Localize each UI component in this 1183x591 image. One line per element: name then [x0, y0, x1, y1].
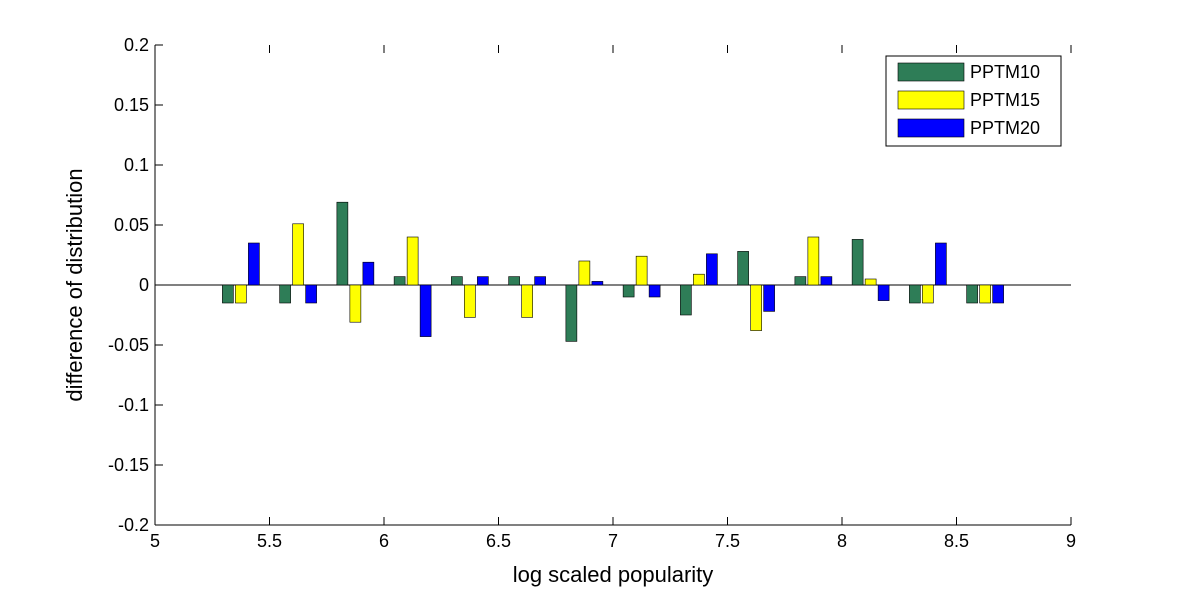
bar-pptm10: [279, 284, 291, 304]
bar-pptm10: [851, 239, 864, 286]
x-tick-label: 7.5: [715, 531, 740, 551]
bar-pptm15: [693, 273, 705, 286]
bar-pptm15: [750, 284, 762, 331]
bar-pptm10: [393, 276, 406, 286]
bar-pptm15: [292, 223, 304, 286]
x-tick-label: 6: [379, 531, 389, 551]
legend-swatch-pptm20: [897, 118, 965, 138]
legend-swatch-pptm15: [897, 90, 965, 110]
bar-pptm15: [521, 284, 533, 318]
bar-pptm15: [578, 260, 591, 286]
bar-pptm20: [362, 261, 375, 286]
y-tick-label: -0.15: [108, 455, 149, 475]
bar-pptm20: [763, 284, 775, 312]
bar-pptm20: [935, 242, 947, 286]
y-tick-label: 0.1: [124, 155, 149, 175]
bar-pptm10: [966, 284, 978, 304]
bar-pptm20: [305, 284, 317, 304]
legend-label-pptm20: PPTM20: [970, 118, 1040, 138]
x-ticks: 5 5.5 6 6.5 7 7.5 8 8.5 9: [150, 45, 1076, 551]
y-tick-label: 0: [139, 275, 149, 295]
bar-pptm10: [451, 276, 463, 286]
y-tick-label: -0.1: [118, 395, 149, 415]
y-ticks: -0.2 -0.15 -0.1 -0.05 0 0.05 0.1 0.15 0.2: [108, 35, 163, 535]
bar-pptm15: [864, 278, 877, 286]
bar-pptm15: [464, 284, 476, 318]
bar-pptm10: [565, 284, 578, 342]
bar-pptm15: [922, 284, 934, 304]
bar-pptm15: [979, 284, 991, 304]
x-tick-label: 8: [837, 531, 847, 551]
legend-swatch-pptm10: [897, 62, 965, 82]
y-tick-label: 0.15: [114, 95, 149, 115]
bar-pptm10: [508, 276, 520, 286]
bar-pptm20: [477, 276, 489, 286]
y-tick-label: 0.2: [124, 35, 149, 55]
bar-pptm20: [648, 284, 661, 298]
x-tick-label: 7: [608, 531, 618, 551]
bar-pptm10: [336, 201, 349, 286]
bar-pptm10: [909, 284, 921, 304]
bar-pptm10: [737, 251, 749, 286]
x-tick-label: 6.5: [486, 531, 511, 551]
legend-label-pptm10: PPTM10: [970, 62, 1040, 82]
bar-pptm20: [992, 284, 1004, 304]
bar-pptm20: [591, 281, 604, 286]
bar-pptm20: [877, 284, 890, 301]
y-tick-label: 0.05: [114, 215, 149, 235]
y-axis-label: difference of distribution: [62, 168, 87, 401]
bar-pptm20: [706, 253, 718, 286]
bar-pptm10: [680, 284, 692, 316]
x-axis-label: log scaled popularity: [513, 562, 714, 587]
y-tick-label: -0.05: [108, 335, 149, 355]
bar-pptm15: [235, 284, 247, 304]
y-tick-label: -0.2: [118, 515, 149, 535]
bar-pptm15: [349, 284, 362, 323]
bar-pptm15: [635, 255, 648, 286]
x-tick-label: 5: [150, 531, 160, 551]
bar-pptm20: [534, 276, 546, 286]
x-tick-label: 5.5: [257, 531, 282, 551]
bar-pptm15: [406, 236, 419, 286]
legend: PPTM10 PPTM15 PPTM20: [885, 55, 1062, 147]
legend-label-pptm15: PPTM15: [970, 90, 1040, 110]
bar-pptm20: [419, 284, 432, 337]
bars: [222, 201, 1004, 342]
bar-pptm10: [794, 276, 807, 286]
bar-pptm20: [248, 242, 260, 286]
x-tick-label: 9: [1066, 531, 1076, 551]
bar-pptm20: [820, 276, 833, 286]
bar-pptm10: [622, 284, 635, 298]
x-tick-label: 8.5: [944, 531, 969, 551]
bar-pptm15: [807, 236, 820, 286]
bar-pptm10: [222, 284, 234, 304]
